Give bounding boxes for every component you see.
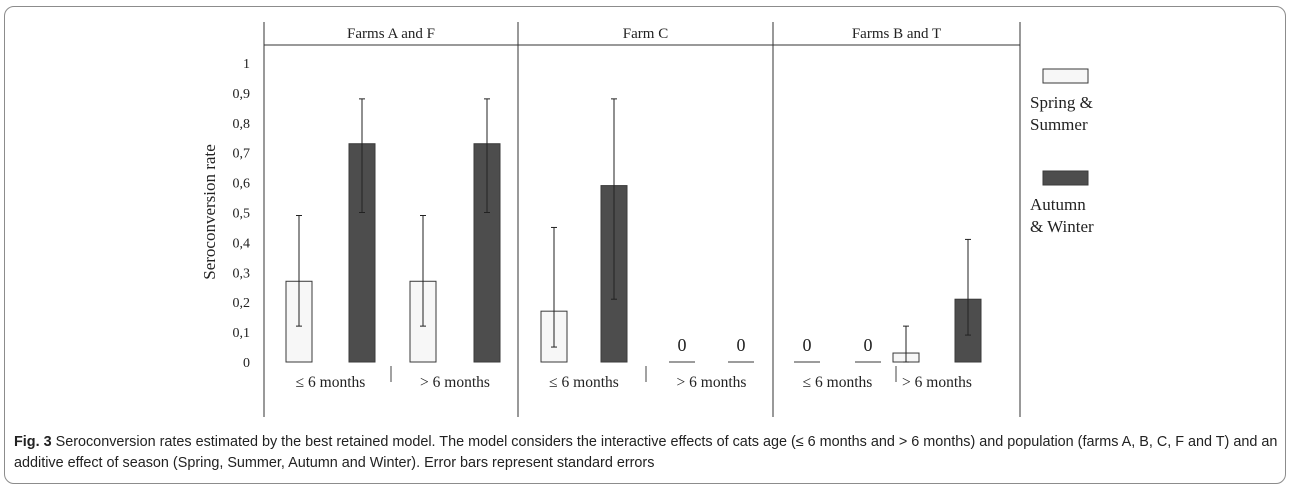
y-tick-label: 0,1 — [233, 326, 251, 341]
y-tick-label: 0,4 — [233, 236, 251, 251]
value-label: 0 — [678, 335, 687, 355]
y-tick-label: 0,9 — [233, 87, 251, 102]
figure-frame — [4, 6, 1286, 484]
y-tick-label: 0,3 — [233, 266, 251, 281]
y-axis-label: Seroconversion rate — [200, 144, 219, 279]
panel-title: Farm C — [623, 26, 668, 42]
legend-label: & Winter — [1030, 217, 1094, 236]
legend-swatch — [1042, 170, 1089, 186]
x-group-label: ≤ 6 months — [296, 374, 366, 391]
legend-label: Spring & — [1030, 93, 1093, 112]
figure-caption: Fig. 3 Seroconversion rates estimated by… — [14, 432, 1278, 474]
legend-label: Autumn — [1030, 195, 1086, 214]
y-tick-label: 0,7 — [233, 147, 251, 162]
value-label: 0 — [803, 335, 812, 355]
y-tick-label: 0 — [243, 356, 250, 371]
value-label: 0 — [737, 335, 746, 355]
legend-label: Summer — [1030, 115, 1088, 134]
x-group-label: ≤ 6 months — [803, 374, 873, 391]
panel-title: Farms A and F — [347, 26, 435, 42]
y-tick-label: 0,5 — [233, 207, 251, 222]
y-tick-label: 0,2 — [233, 296, 251, 311]
x-group-label: ≤ 6 months — [549, 374, 619, 391]
legend-swatch — [1042, 68, 1089, 84]
x-group-label: > 6 months — [677, 374, 747, 391]
caption-text: Seroconversion rates estimated by the be… — [14, 434, 1278, 471]
panel-title: Farms B and T — [852, 26, 941, 42]
value-label: 0 — [864, 335, 873, 355]
y-tick-label: 1 — [243, 57, 250, 72]
seroconversion-chart: 0 0,1 0,2 0,3 0,4 0,5 0,6 0,7 0,8 0,9 1 Seroconvers… — [200, 22, 1094, 417]
y-tick-label: 0,8 — [233, 117, 251, 132]
caption-label: Fig. 3 — [14, 434, 52, 450]
y-tick-label: 0,6 — [233, 177, 251, 192]
x-group-label: > 6 months — [420, 374, 490, 391]
x-group-label: > 6 months — [902, 374, 972, 391]
